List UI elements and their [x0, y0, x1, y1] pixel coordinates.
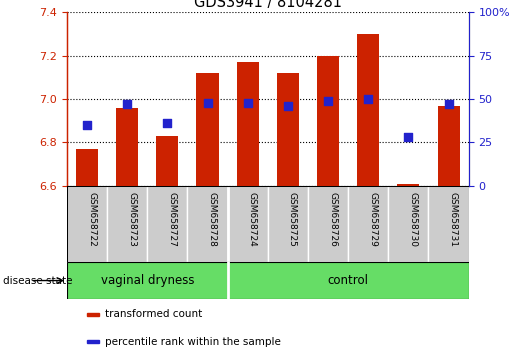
Point	[364, 96, 372, 102]
Bar	[228, 186, 268, 262]
Bar	[357, 34, 379, 186]
Bar	[428, 186, 469, 262]
Text: GSM658728: GSM658728	[208, 192, 216, 247]
Bar	[107, 186, 147, 262]
Text: transformed count: transformed count	[105, 309, 202, 320]
Bar	[197, 73, 218, 186]
Bar	[388, 186, 428, 262]
Text: GSM658722: GSM658722	[87, 192, 96, 247]
Text: GSM658729: GSM658729	[368, 192, 377, 247]
Bar	[398, 184, 419, 186]
Title: GDS3941 / 8104281: GDS3941 / 8104281	[194, 0, 342, 10]
Bar	[87, 313, 99, 316]
Bar	[438, 105, 459, 186]
Bar	[67, 186, 107, 262]
Text: GSM658730: GSM658730	[408, 192, 417, 247]
Bar	[187, 186, 228, 262]
Text: percentile rank within the sample: percentile rank within the sample	[105, 337, 281, 347]
Bar	[277, 73, 299, 186]
Point	[404, 135, 413, 140]
Text: GSM658731: GSM658731	[449, 192, 457, 247]
Text: vaginal dryness: vaginal dryness	[100, 274, 194, 287]
Text: GSM658726: GSM658726	[328, 192, 337, 247]
Bar	[157, 136, 178, 186]
Point	[324, 98, 332, 104]
Point	[163, 121, 171, 126]
Point	[444, 102, 453, 107]
Text: GSM658727: GSM658727	[167, 192, 176, 247]
Point	[284, 103, 292, 109]
Text: GSM658724: GSM658724	[248, 192, 256, 247]
Text: GSM658723: GSM658723	[127, 192, 136, 247]
Text: control: control	[328, 274, 369, 287]
Bar	[268, 186, 308, 262]
Bar	[76, 149, 98, 186]
Bar	[147, 186, 187, 262]
Bar	[237, 62, 259, 186]
Text: disease state: disease state	[3, 275, 72, 286]
Bar	[116, 108, 138, 186]
Point	[123, 102, 131, 107]
Point	[83, 122, 91, 128]
Point	[244, 100, 252, 105]
Bar	[228, 262, 469, 299]
Bar	[348, 186, 388, 262]
Bar	[308, 186, 348, 262]
Point	[203, 100, 212, 105]
Bar	[317, 56, 339, 186]
Bar	[87, 341, 99, 343]
Bar	[67, 262, 228, 299]
Text: GSM658725: GSM658725	[288, 192, 297, 247]
